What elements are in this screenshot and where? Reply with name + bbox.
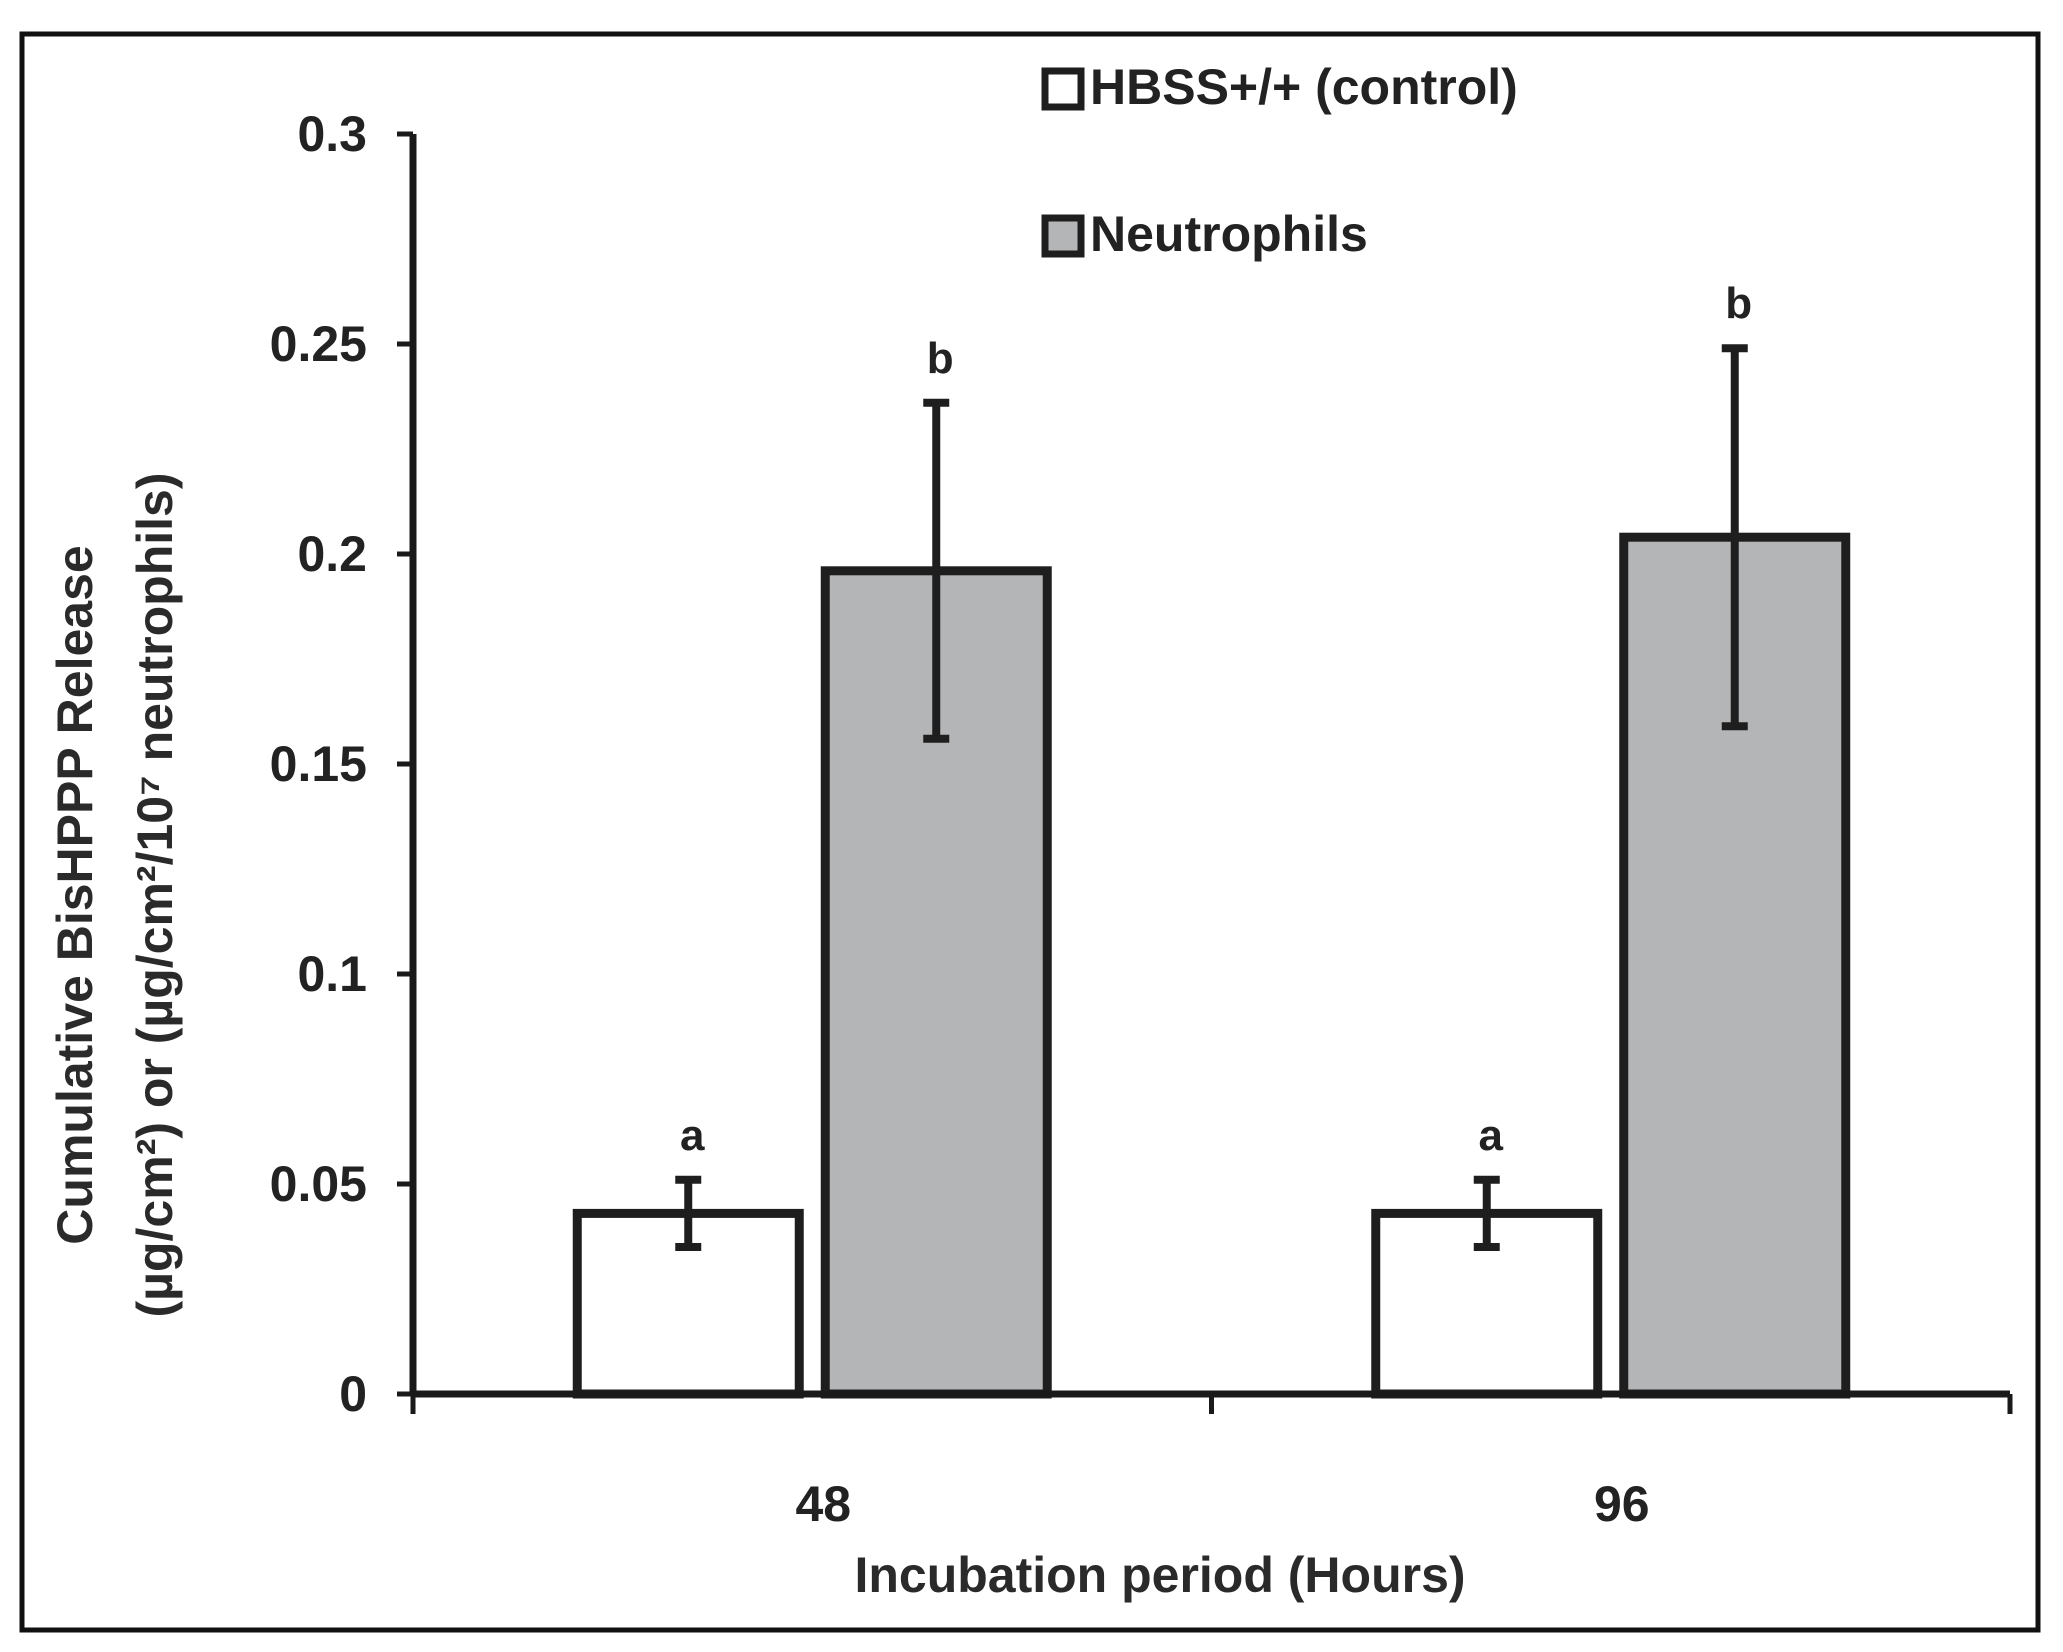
y-tick-label: 0.25 [270,316,367,372]
significance-labels: a b a b [680,279,1752,1160]
y-axis-title-line-2: (µg/cm²) or (µg/cm²/10⁷ neutrophils) [127,473,183,1318]
y-axis-title-line-1: Cumulative BisHPPP Release [47,545,103,1244]
x-tick-label: 48 [795,1476,851,1532]
legend-label-control: HBSS+/+ (control) [1090,59,1518,115]
y-tick-label: 0.1 [297,946,367,1002]
significance-label: a [1479,1111,1504,1160]
error-bars [675,344,1748,1251]
legend-swatch-neutrophils [1041,214,1085,258]
x-tick-label: 96 [1594,1476,1650,1532]
x-axis-ticks: 48 96 [410,1394,2013,1532]
y-tick-label: 0.2 [297,526,367,582]
x-axis-title: Incubation period (Hours) [854,1547,1465,1603]
y-tick-label: 0.3 [297,106,367,162]
y-tick-label: 0.05 [270,1156,367,1212]
y-axis-ticks: 0 0.05 0.1 0.15 0.2 0.25 0.3 [270,106,413,1422]
y-tick-label: 0 [339,1366,367,1422]
significance-label: a [680,1111,705,1160]
legend-swatch-control [1041,67,1085,111]
significance-label: b [1725,279,1752,328]
y-tick-label: 0.15 [270,736,367,792]
significance-label: b [927,334,954,383]
legend: HBSS+/+ (control) Neutrophils [1041,59,1518,262]
legend-label-neutrophils: Neutrophils [1090,206,1368,262]
